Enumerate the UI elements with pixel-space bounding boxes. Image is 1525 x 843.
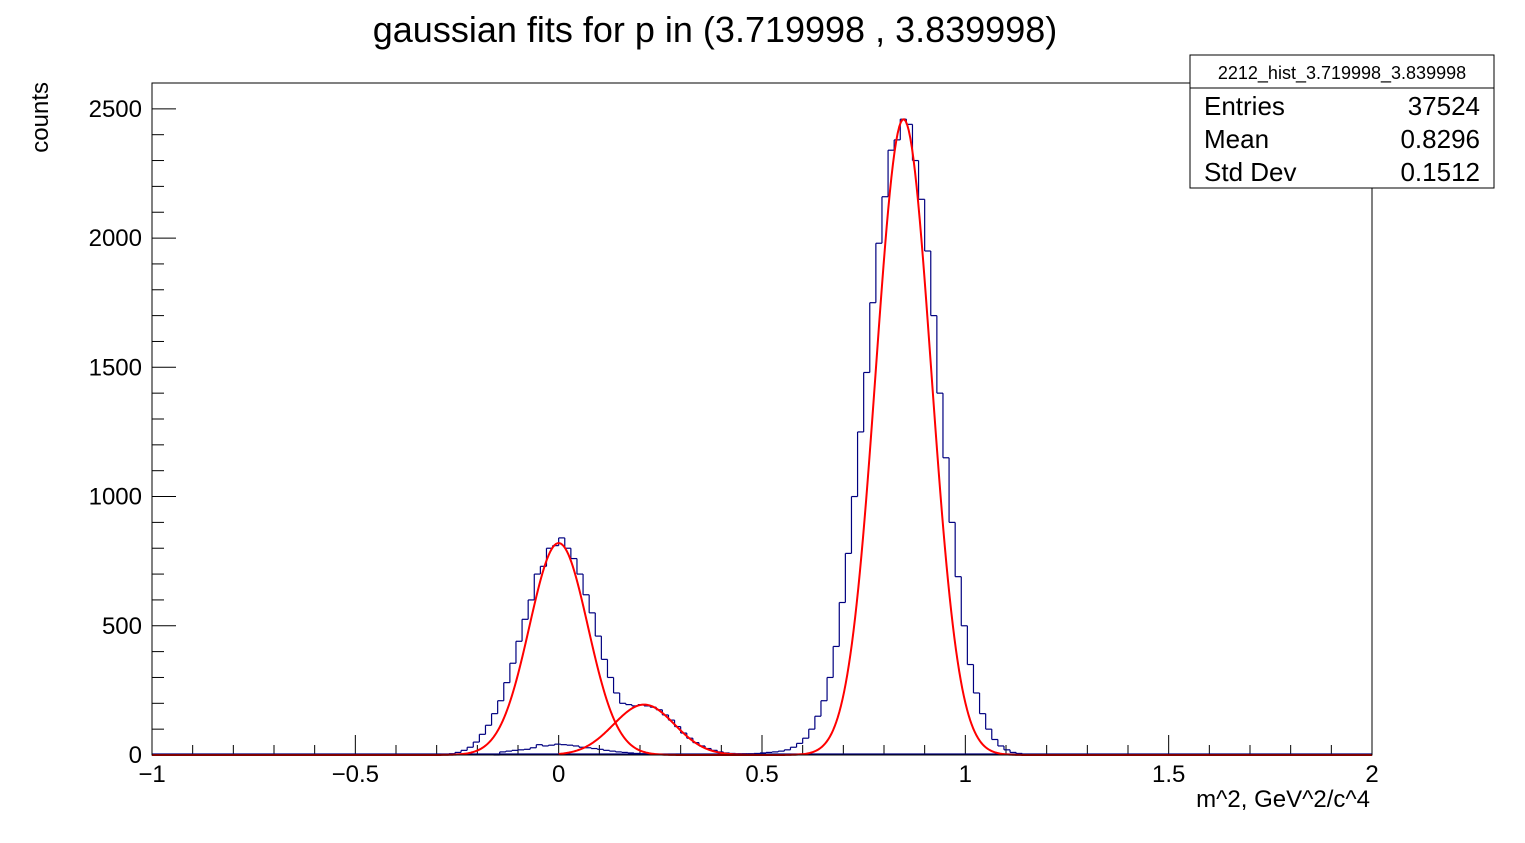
x-axis-label: m^2, GeV^2/c^4 [1196,786,1370,813]
histogram-bin [760,753,766,754]
inner-histogram-bin [622,752,628,753]
stats-stddev-label: Std Dev [1204,157,1297,187]
inner-histogram-bin [524,749,530,750]
stats-mean-label: Mean [1204,124,1269,154]
x-tick-label: 2 [1365,761,1378,788]
x-tick-label: 1 [959,761,972,788]
x-tick-label: 0 [552,761,565,788]
stats-stddev-value: 0.1512 [1400,157,1480,187]
inner-histogram-bin [567,745,573,746]
stats-box-name: 2212_hist_3.719998_3.839998 [1218,63,1466,84]
inner-histogram-bin [634,753,640,754]
histogram-bin [772,752,778,753]
stats-entries-label: Entries [1204,91,1285,121]
stats-mean-value: 0.8296 [1400,124,1480,154]
y-tick-label: 2500 [89,96,142,123]
x-tick-label: −0.5 [332,761,379,788]
x-tick-label: −1 [138,761,165,788]
inner-histogram-bin [628,752,634,753]
y-tick-label: 1500 [89,354,142,381]
inner-histogram-bin [518,750,524,751]
x-tick-label: 1.5 [1152,761,1185,788]
y-tick-label: 2000 [89,225,142,252]
y-axis-label: counts [27,82,54,153]
inner-histogram-bin [561,744,567,745]
stats-entries-value: 37524 [1408,91,1480,121]
stats-box: 2212_hist_3.719998_3.839998 Entries 3752… [1190,55,1494,188]
y-tick-label: 500 [102,613,142,640]
chart-title: gaussian fits for p in (3.719998 , 3.839… [373,9,1057,50]
histogram-bin [766,752,772,753]
x-tick-label: 0.5 [745,761,778,788]
y-tick-label: 1000 [89,484,142,511]
